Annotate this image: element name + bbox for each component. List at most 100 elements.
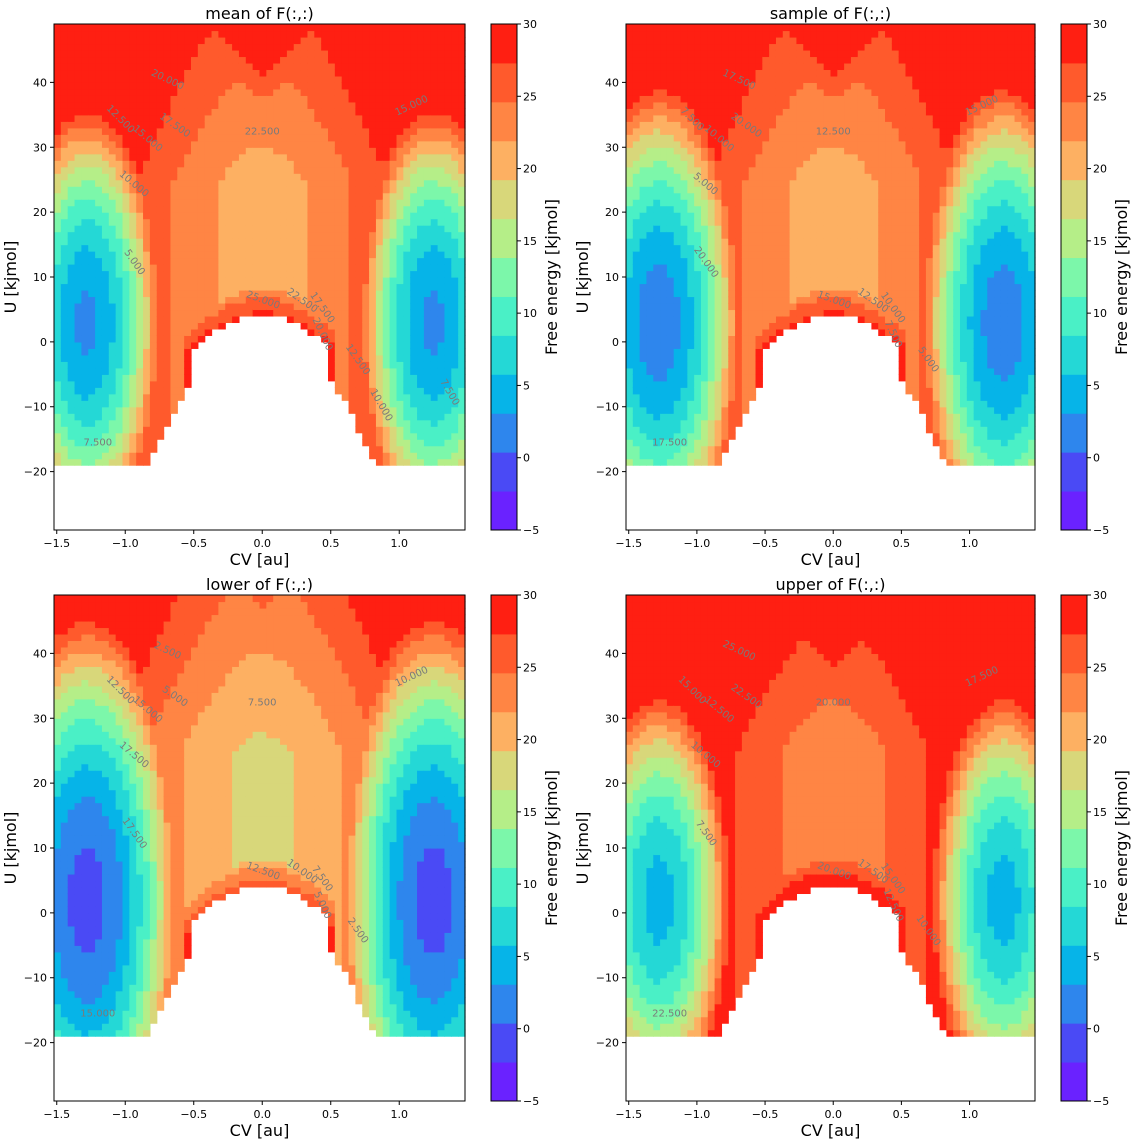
heatmap-cell: [334, 205, 343, 213]
heatmap-cell: [74, 413, 82, 421]
heatmap-cell: [721, 121, 729, 129]
heatmap-cell: [369, 341, 377, 349]
heatmap-cell: [362, 374, 370, 382]
heatmap-cell: [321, 205, 329, 213]
heatmap-cell: [88, 439, 96, 447]
heatmap-cell: [341, 147, 350, 155]
heatmap-cell: [115, 88, 124, 96]
heatmap-cell: [700, 309, 709, 317]
heatmap-cell: [437, 101, 446, 109]
heatmap-cell: [122, 445, 130, 453]
heatmap-cell: [88, 199, 96, 207]
heatmap-cell: [74, 173, 82, 181]
heatmap-cell: [666, 426, 675, 434]
heatmap-cell: [232, 121, 240, 129]
heatmap-cell: [410, 49, 418, 58]
heatmap-cell: [646, 95, 654, 103]
heatmap-cell: [259, 140, 267, 148]
heatmap-cell: [211, 277, 219, 285]
heatmap-cell: [348, 108, 356, 116]
heatmap-cell: [280, 153, 288, 161]
heatmap-cell: [177, 225, 185, 233]
heatmap-cell: [321, 134, 329, 142]
heatmap-cell: [735, 173, 743, 181]
heatmap-cell: [653, 82, 661, 90]
heatmap-cell: [88, 24, 96, 32]
heatmap-cell: [417, 24, 425, 32]
heatmap-cell: [74, 322, 82, 330]
heatmap-cell: [396, 354, 404, 362]
heatmap-cell: [437, 309, 446, 317]
heatmap-cell: [225, 212, 233, 220]
heatmap-cell: [660, 192, 668, 200]
colorbar-swatch: [491, 140, 517, 181]
heatmap-cell: [266, 140, 274, 148]
heatmap-cell: [348, 127, 356, 135]
heatmap-cell: [280, 43, 288, 51]
heatmap-cell: [232, 160, 240, 168]
heatmap-cell: [355, 69, 363, 77]
heatmap-cell: [115, 419, 124, 427]
heatmap-cell: [170, 24, 178, 32]
heatmap-cell: [232, 101, 240, 109]
heatmap-cell: [458, 56, 466, 64]
heatmap-cell: [362, 419, 370, 427]
heatmap-cell: [423, 231, 432, 239]
heatmap-cell: [423, 335, 432, 343]
heatmap-cell: [451, 315, 459, 324]
heatmap-cell: [362, 328, 370, 336]
heatmap-cell: [653, 153, 661, 161]
heatmap-cell: [423, 56, 432, 64]
heatmap-cell: [646, 277, 654, 285]
heatmap-cell: [417, 322, 425, 330]
heatmap-cell: [673, 75, 682, 83]
heatmap-cell: [410, 361, 418, 369]
heatmap-cell: [280, 56, 288, 64]
heatmap-cell: [748, 49, 757, 58]
heatmap-cell: [286, 225, 295, 233]
heatmap-cell: [197, 335, 206, 343]
heatmap-cell: [355, 361, 363, 369]
heatmap-cell: [639, 82, 648, 90]
heatmap-cell: [369, 400, 377, 408]
heatmap-cell: [273, 82, 281, 90]
heatmap-cell: [626, 179, 634, 187]
heatmap-cell: [369, 231, 377, 239]
heatmap-cell: [328, 264, 336, 272]
heatmap-cell: [88, 134, 96, 142]
heatmap-cell: [122, 257, 130, 265]
heatmap-cell: [149, 328, 158, 336]
heatmap-cell: [156, 322, 165, 330]
heatmap-cell: [355, 315, 363, 324]
heatmap-cell: [129, 24, 137, 32]
heatmap-cell: [81, 413, 89, 421]
heatmap-cell: [184, 361, 192, 369]
heatmap-cell: [362, 393, 370, 401]
heatmap-cell: [646, 322, 654, 330]
heatmap-cell: [177, 88, 185, 96]
heatmap-cell: [232, 244, 240, 252]
heatmap-cell: [286, 166, 295, 174]
heatmap-cell: [417, 439, 425, 447]
heatmap-cell: [714, 393, 723, 401]
heatmap-cell: [444, 62, 452, 71]
heatmap-cell: [755, 186, 763, 194]
heatmap-cell: [149, 140, 158, 148]
heatmap-cell: [375, 186, 384, 194]
heatmap-cell: [252, 69, 261, 77]
heatmap-cell: [177, 101, 185, 109]
heatmap-cell: [334, 251, 343, 259]
heatmap-cell: [728, 387, 736, 395]
heatmap-cell: [74, 127, 82, 135]
heatmap-cell: [348, 367, 356, 375]
heatmap-cell: [707, 153, 716, 161]
heatmap-cell: [238, 153, 247, 161]
heatmap-cell: [660, 134, 668, 142]
heatmap-cell: [700, 108, 709, 116]
heatmap-cell: [458, 322, 466, 330]
heatmap-cell: [721, 289, 729, 298]
heatmap-cell: [197, 231, 206, 239]
heatmap-cell: [348, 160, 356, 168]
heatmap-cell: [81, 114, 89, 122]
heatmap-cell: [156, 289, 165, 298]
